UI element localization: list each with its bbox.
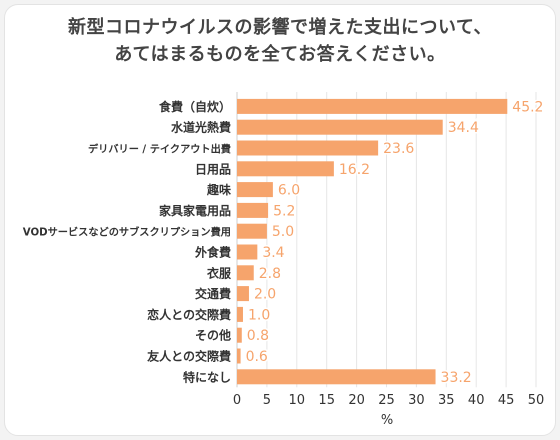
- bar: [237, 140, 379, 156]
- category-label: 友人との交際費: [146, 349, 231, 364]
- bar: [237, 119, 443, 135]
- category-label: VODサービスなどのサブスクリプション費用: [23, 226, 231, 239]
- category-label: デリバリー / テイクアウト出費: [88, 143, 231, 156]
- bar: [237, 369, 436, 385]
- bar: [237, 265, 254, 281]
- x-tick-label: 45: [498, 393, 515, 408]
- value-label: 1.0: [248, 307, 270, 323]
- value-labels: 45.2 34.4 23.6 16.2 6.0 5.2 5.0 3.4 2.8 2.0 1.0 0.8…: [244, 98, 545, 387]
- value-label: 0.8: [247, 328, 269, 344]
- value-label: 5.0: [272, 224, 294, 240]
- x-tick-label: 35: [438, 393, 455, 408]
- value-label: 45.2: [512, 99, 543, 115]
- bars: [237, 98, 508, 385]
- bar: [237, 244, 258, 260]
- category-label: 食費（自炊）: [158, 99, 231, 114]
- value-label: 33.2: [441, 370, 472, 386]
- bar: [237, 286, 249, 302]
- chart-title: 新型コロナウイルスの影響で増えた支出について、 あてはまるものを全てお答えくださ…: [0, 14, 560, 68]
- x-tick-labels: 0 5 10 15 20 25 30 35 40 45 50: [233, 393, 544, 408]
- category-label: その他: [195, 328, 231, 343]
- value-label: 34.4: [448, 120, 479, 136]
- category-label: 日用品: [195, 162, 231, 176]
- value-label: 23.6: [383, 141, 414, 157]
- category-label: 恋人との交際費: [147, 307, 231, 322]
- x-tick-label: 20: [348, 393, 365, 408]
- chart-card: [4, 4, 556, 436]
- bar: [237, 327, 242, 343]
- bar: [237, 306, 243, 322]
- category-label: 水道光熱費: [171, 120, 231, 135]
- value-label: 5.2: [273, 203, 295, 219]
- bar: [237, 161, 334, 177]
- x-tick-label: 25: [378, 393, 395, 408]
- category-label: 趣味: [206, 182, 231, 197]
- category-label: 外食費: [195, 245, 231, 260]
- bar: [237, 223, 267, 239]
- value-label: 0.6: [246, 349, 268, 365]
- bar: [237, 98, 508, 114]
- category-label: 特になし: [183, 369, 231, 384]
- grid-lines: [236, 92, 537, 388]
- value-label: 6.0: [278, 183, 300, 199]
- x-tick-label: 5: [263, 393, 271, 408]
- chart-title-line-2: あてはまるものを全てお答えください。: [114, 44, 446, 65]
- category-label: 交通費: [195, 286, 231, 301]
- x-tick-label: 40: [468, 393, 485, 408]
- chart-title-line-1: 新型コロナウイルスの影響で増えた支出について、: [67, 17, 493, 38]
- x-tick-label: 30: [408, 393, 425, 408]
- category-label: 家具家電用品: [159, 203, 231, 218]
- x-tick-label: 10: [289, 393, 306, 408]
- bar: [237, 182, 273, 198]
- value-label: 2.8: [259, 266, 281, 282]
- value-label: 16.2: [339, 162, 370, 178]
- x-tick-label: 15: [318, 393, 335, 408]
- bar: [237, 348, 241, 364]
- category-label: 衣服: [207, 265, 232, 280]
- x-tick-label: 0: [233, 393, 241, 408]
- x-tick-label: 50: [528, 393, 545, 408]
- value-label: 2.0: [254, 287, 276, 303]
- bar: [237, 202, 269, 218]
- value-label: 3.4: [262, 245, 284, 261]
- x-axis-label: %: [381, 413, 393, 428]
